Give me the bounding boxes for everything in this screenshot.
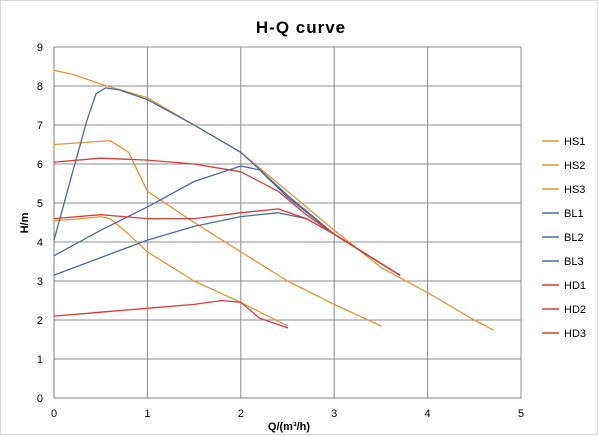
legend-label: BL2 (564, 232, 584, 244)
legend-label: BL3 (564, 256, 584, 268)
y-tick-label: 1 (37, 354, 43, 366)
tick-labels: 0 1 2 3 4 5 6 7 8 9 0 1 2 3 4 5 (37, 42, 524, 420)
y-tick-label: 8 (37, 81, 43, 93)
series-hd3-line (53, 299, 289, 329)
series-hs3-line (53, 215, 289, 327)
y-tick-label: 2 (37, 315, 43, 327)
y-tick-label: 3 (37, 276, 43, 288)
axes (53, 47, 521, 399)
y-tick-label: 9 (37, 42, 43, 54)
grid-lines (53, 46, 522, 399)
series-hs2-line (53, 139, 382, 327)
x-tick-label: 5 (518, 408, 524, 420)
x-tick-label: 2 (238, 408, 244, 420)
y-tick-label: 7 (37, 120, 43, 132)
series-bl2-line (53, 165, 401, 276)
legend-label: BL1 (564, 208, 584, 220)
series-hd1-line (53, 157, 401, 276)
series-bl3-line (53, 212, 401, 276)
chart-title: H-Q curve (256, 18, 346, 37)
x-tick-label: 0 (51, 408, 57, 420)
series-lines (53, 69, 494, 331)
series-bl1-line (53, 87, 401, 276)
x-tick-label: 4 (425, 408, 431, 420)
series-hd2-line (53, 208, 401, 276)
y-tick-label: 0 (37, 393, 43, 405)
x-tick-label: 3 (331, 408, 337, 420)
legend-label: HD3 (564, 328, 586, 340)
legend-label: HD2 (564, 304, 586, 316)
legend-label: HS1 (564, 136, 585, 148)
series-hs1-line (53, 69, 494, 331)
y-tick-label: 4 (37, 237, 43, 249)
legend-label: HS3 (564, 184, 585, 196)
x-tick-label: 1 (144, 408, 150, 420)
legend-label: HD1 (564, 280, 586, 292)
legend: HS1 HS2 HS3 BL1 BL2 BL3 HD1 HD2 HD3 (542, 136, 586, 340)
y-axis-title: H/m (19, 212, 31, 233)
y-tick-label: 6 (37, 159, 43, 171)
y-tick-label: 5 (37, 198, 43, 210)
legend-label: HS2 (564, 160, 585, 172)
x-axis-title: Q/(m³/h) (268, 421, 310, 433)
